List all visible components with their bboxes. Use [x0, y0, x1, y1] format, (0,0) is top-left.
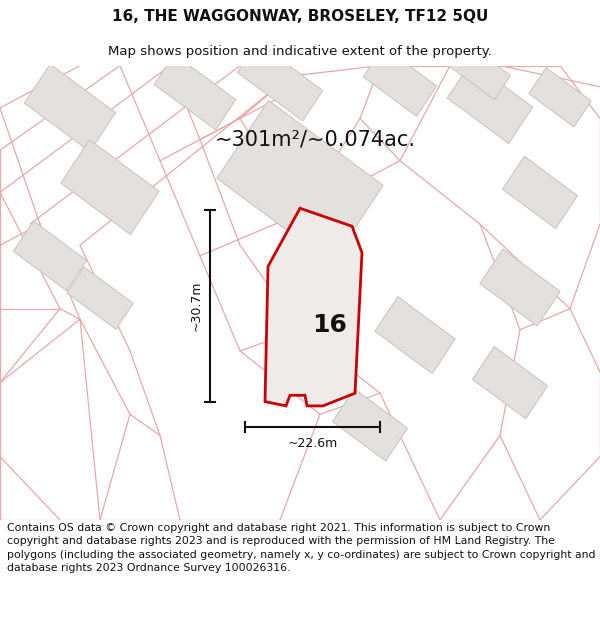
Text: ~30.7m: ~30.7m	[190, 281, 203, 331]
Polygon shape	[13, 221, 86, 291]
Text: 16, THE WAGGONWAY, BROSELEY, TF12 5QU: 16, THE WAGGONWAY, BROSELEY, TF12 5QU	[112, 9, 488, 24]
Polygon shape	[375, 296, 455, 374]
Polygon shape	[217, 101, 383, 263]
Text: Map shows position and indicative extent of the property.: Map shows position and indicative extent…	[108, 45, 492, 58]
Polygon shape	[25, 64, 116, 152]
Text: ~22.6m: ~22.6m	[287, 438, 338, 451]
Polygon shape	[67, 267, 133, 329]
Polygon shape	[364, 47, 437, 116]
Polygon shape	[61, 140, 159, 234]
Polygon shape	[154, 54, 236, 130]
Text: Contains OS data © Crown copyright and database right 2021. This information is : Contains OS data © Crown copyright and d…	[7, 523, 596, 573]
Polygon shape	[502, 156, 578, 229]
Polygon shape	[447, 62, 533, 144]
Polygon shape	[472, 346, 548, 419]
Polygon shape	[265, 208, 362, 406]
Polygon shape	[480, 249, 560, 326]
Text: ~301m²/~0.074ac.: ~301m²/~0.074ac.	[215, 129, 416, 149]
Polygon shape	[529, 68, 591, 127]
Text: 16: 16	[313, 312, 347, 336]
Polygon shape	[332, 389, 407, 461]
Polygon shape	[237, 42, 323, 121]
Polygon shape	[449, 42, 511, 100]
